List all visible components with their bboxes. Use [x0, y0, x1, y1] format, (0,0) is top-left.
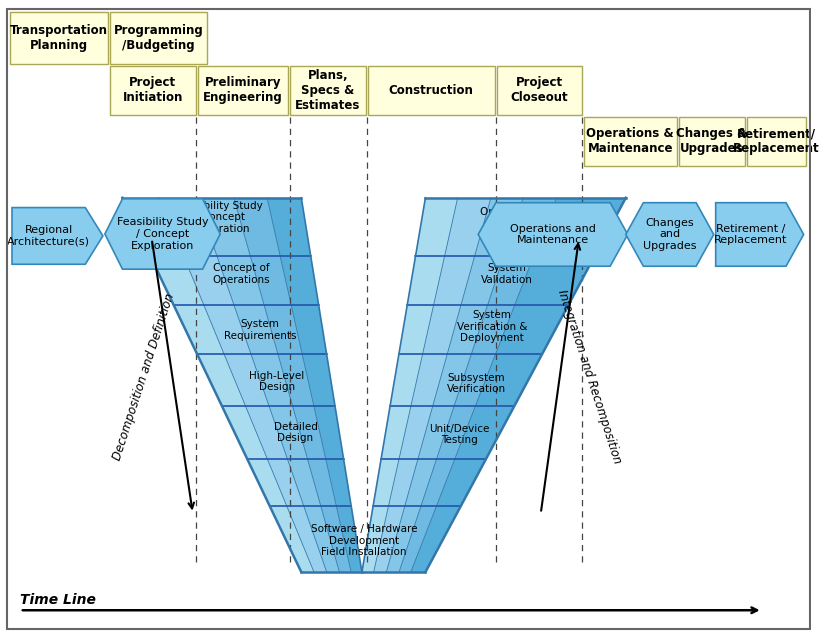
Polygon shape [411, 198, 626, 572]
Text: System
Validation: System Validation [481, 263, 532, 285]
Bar [678, 117, 745, 165]
Bar [368, 66, 495, 115]
Text: Retirement /
Replacement: Retirement / Replacement [714, 224, 788, 245]
Polygon shape [267, 198, 362, 572]
Bar [747, 117, 805, 165]
Polygon shape [399, 198, 556, 572]
Polygon shape [233, 198, 351, 572]
Text: Operations &
Maintenance: Operations & Maintenance [587, 127, 674, 155]
Text: Time Line: Time Line [20, 593, 96, 607]
Text: Subsystem
Verification: Subsystem Verification [446, 373, 506, 394]
Text: Changes &
Upgrades: Changes & Upgrades [676, 127, 747, 155]
Text: Preliminary
Engineering: Preliminary Engineering [203, 77, 282, 104]
Bar [110, 66, 196, 115]
Polygon shape [362, 198, 458, 572]
Polygon shape [716, 203, 804, 266]
Text: Decomposition and Definition: Decomposition and Definition [111, 292, 177, 462]
Polygon shape [12, 207, 103, 264]
Text: Plans,
Specs &
Estimates: Plans, Specs & Estimates [295, 69, 361, 112]
Text: Feasibility Study
/ Concept
Exploration: Feasibility Study / Concept Exploration [177, 201, 263, 234]
Text: Project
Initiation: Project Initiation [123, 77, 183, 104]
Text: Detailed
Design: Detailed Design [274, 422, 318, 443]
Text: Programming
/Budgeting: Programming /Budgeting [114, 24, 204, 52]
Bar [198, 66, 288, 115]
Bar [110, 12, 207, 64]
Text: Integration and Recomposition: Integration and Recomposition [555, 288, 624, 465]
Text: Concept of
Operations: Concept of Operations [213, 263, 271, 285]
Polygon shape [374, 198, 491, 572]
Text: Transportation
Planning: Transportation Planning [10, 24, 108, 52]
Text: Retirement/
Replacement: Retirement/ Replacement [733, 127, 819, 155]
Text: Operations and
Maintenance: Operations and Maintenance [480, 207, 560, 228]
Text: Project
Closeout: Project Closeout [511, 77, 568, 104]
Text: Regional
Architecture(s): Regional Architecture(s) [7, 225, 90, 247]
Polygon shape [196, 198, 339, 572]
Text: Changes
and
Upgrades: Changes and Upgrades [643, 218, 696, 251]
Polygon shape [122, 198, 314, 572]
Text: Software / Hardware
Development
Field Installation: Software / Hardware Development Field In… [310, 524, 417, 558]
Text: Operations and
Maintenance: Operations and Maintenance [510, 224, 596, 245]
Polygon shape [386, 198, 523, 572]
Bar [497, 66, 582, 115]
Polygon shape [478, 203, 628, 266]
Polygon shape [105, 199, 220, 269]
Text: System
Verification &
Deployment: System Verification & Deployment [456, 310, 527, 343]
Bar [584, 117, 676, 165]
Text: Unit/Device
Testing: Unit/Device Testing [430, 424, 490, 445]
Text: Feasibility Study
/ Concept
Exploration: Feasibility Study / Concept Exploration [116, 218, 209, 251]
Text: High-Level
Design: High-Level Design [249, 371, 304, 392]
Polygon shape [159, 198, 327, 572]
Polygon shape [626, 203, 714, 266]
Text: Construction: Construction [389, 84, 474, 97]
Text: System
Requirements: System Requirements [224, 319, 296, 341]
Bar [290, 66, 365, 115]
Bar [10, 12, 108, 64]
